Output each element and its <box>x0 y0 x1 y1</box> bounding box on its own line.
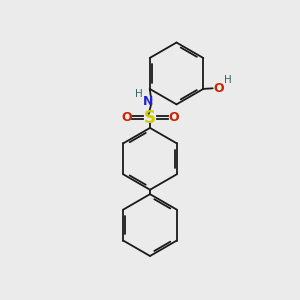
Text: O: O <box>213 82 224 95</box>
Text: S: S <box>144 109 156 127</box>
Text: H: H <box>224 75 232 85</box>
Text: O: O <box>121 111 132 124</box>
Text: O: O <box>168 111 179 124</box>
Text: H: H <box>135 88 143 98</box>
Text: N: N <box>143 95 154 108</box>
